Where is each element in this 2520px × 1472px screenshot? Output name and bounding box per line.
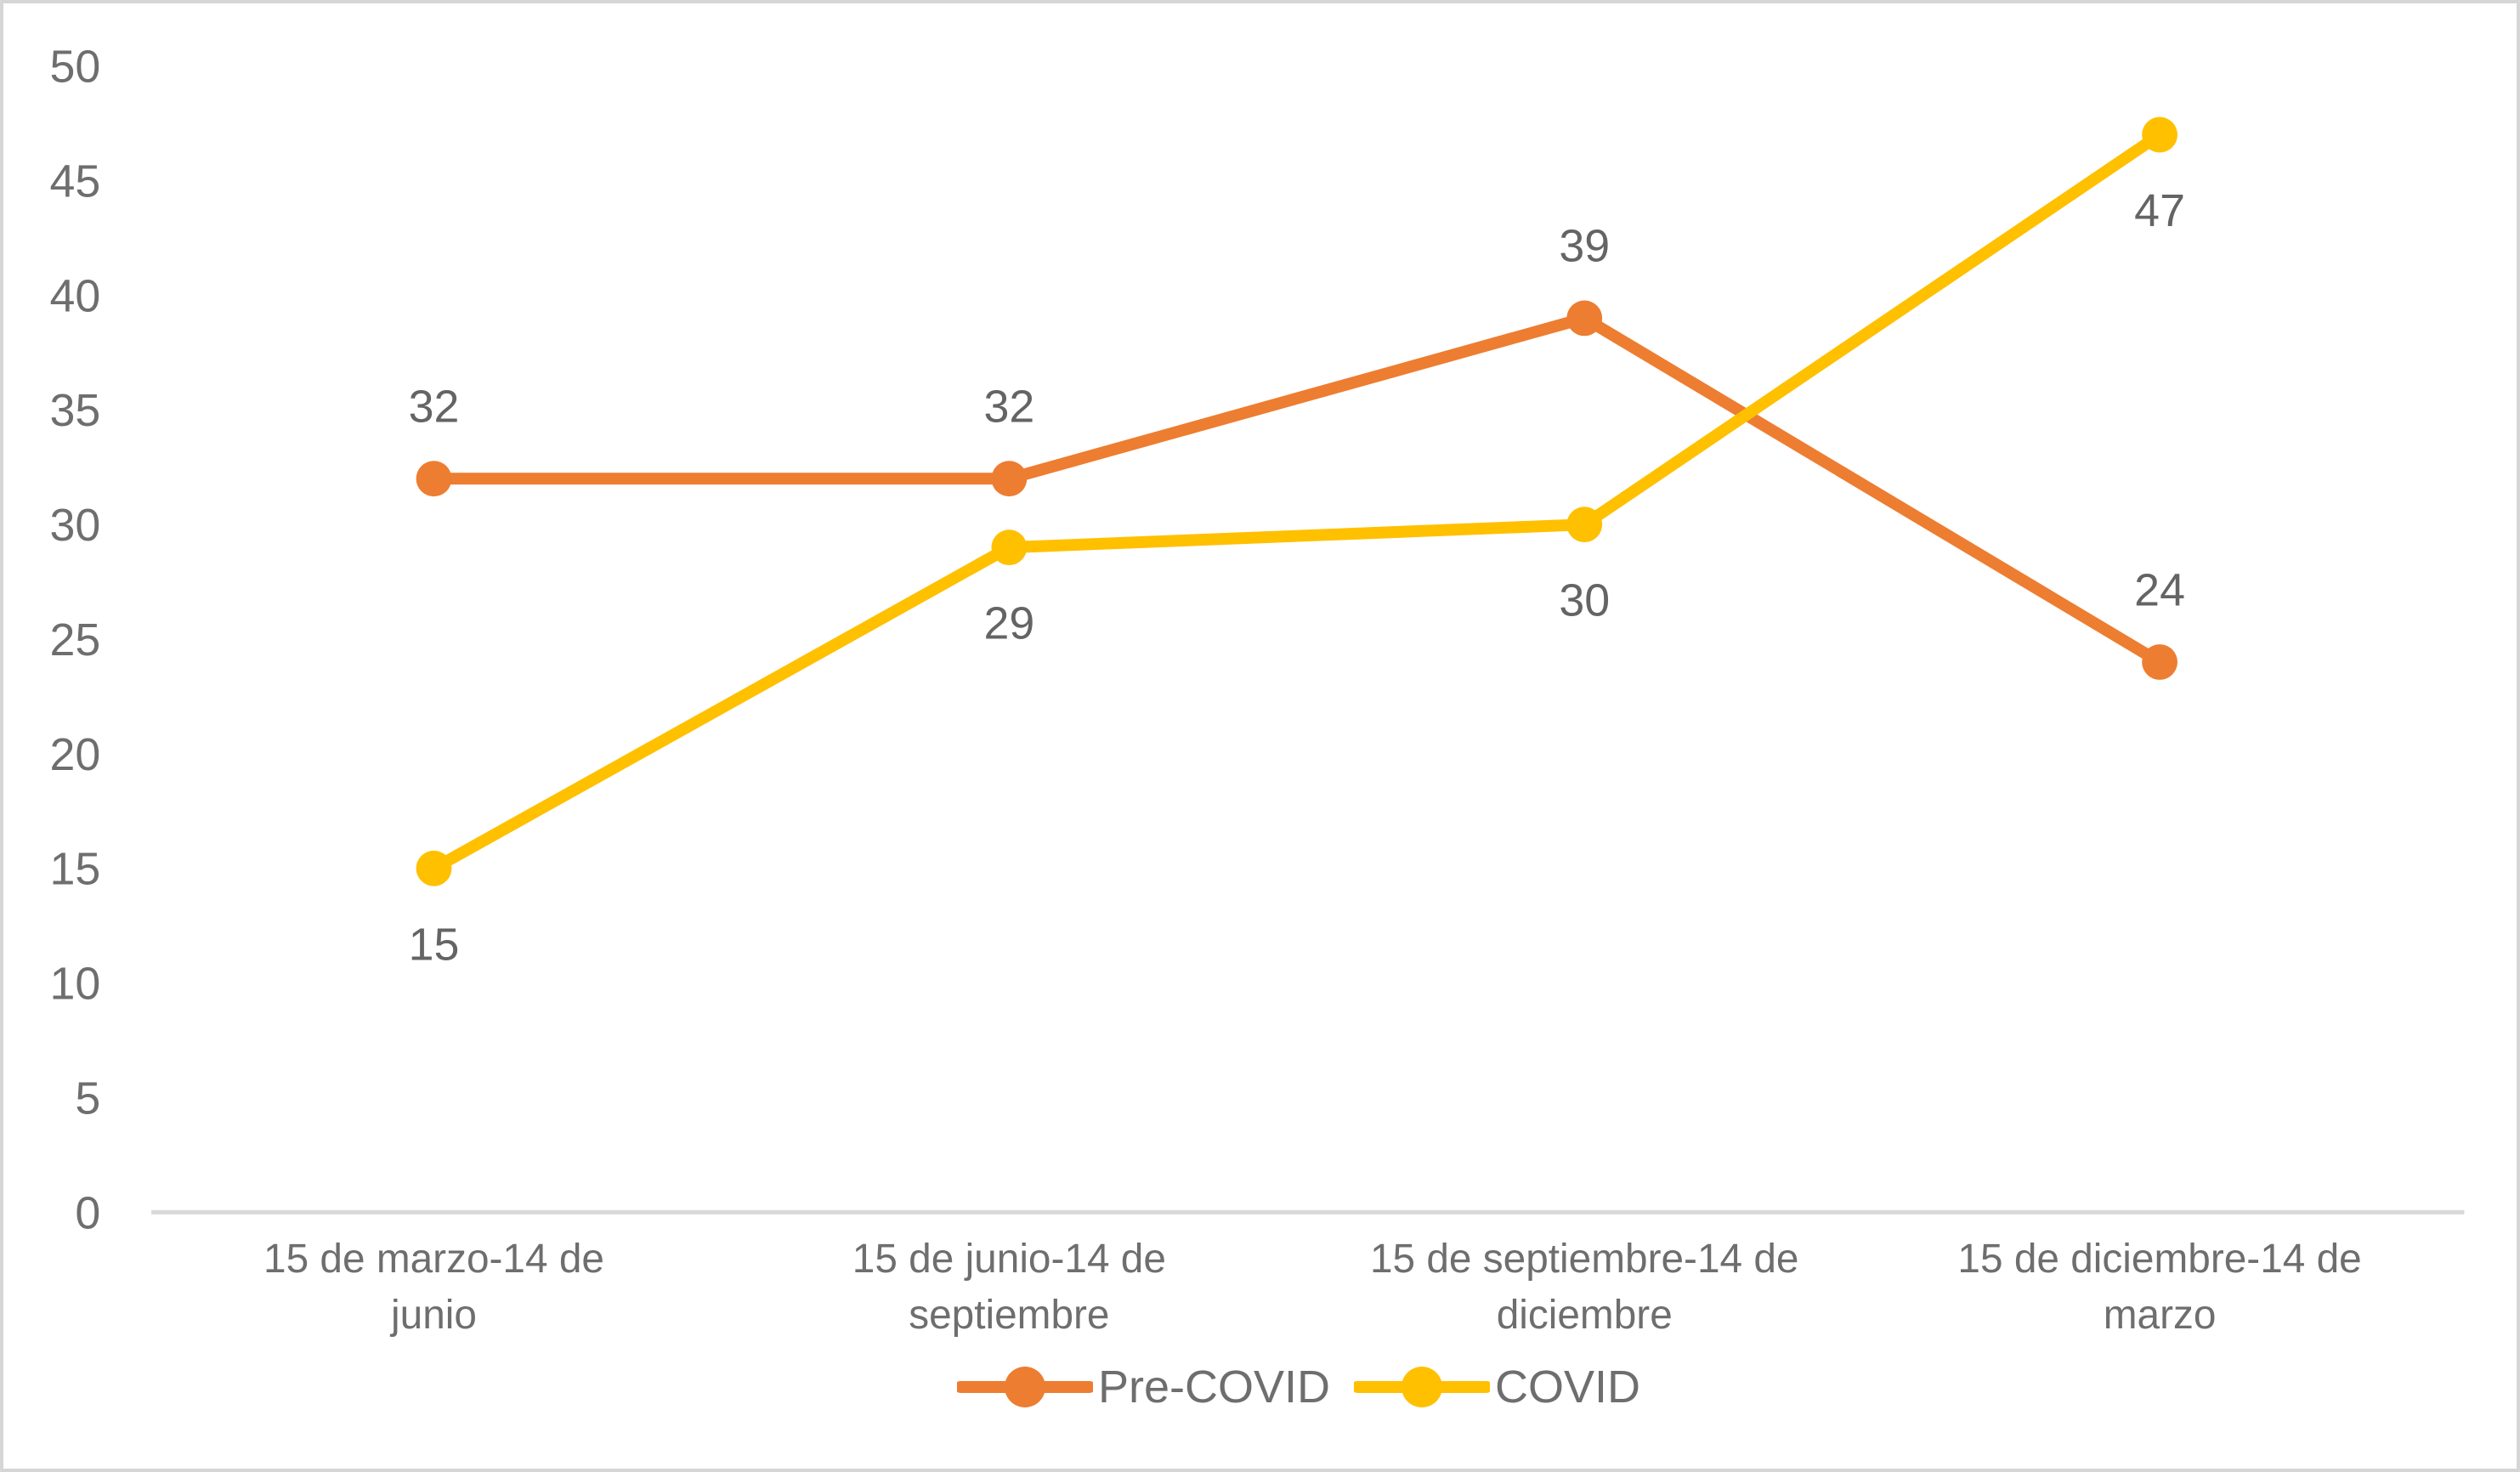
data-point-marker (991, 461, 1028, 497)
y-axis-tick-label: 20 (50, 729, 101, 780)
data-label: 39 (1559, 221, 1610, 272)
data-label: 15 (409, 919, 460, 970)
legend-item-pre-covid: Pre-COVID (956, 1360, 1330, 1414)
y-axis-tick-label: 40 (50, 270, 101, 321)
legend-item-covid: COVID (1354, 1360, 1640, 1414)
series-line-covid (428, 128, 2166, 875)
x-axis-category-label: 15 de diciembre-14 de marzo (1957, 1237, 2361, 1338)
y-axis-tick-label: 35 (50, 385, 101, 436)
data-label: 24 (2134, 564, 2185, 615)
y-axis-tick-label: 45 (50, 156, 101, 207)
data-point-marker (416, 850, 452, 886)
y-axis-tick-label: 10 (50, 959, 101, 1010)
data-label: 29 (983, 598, 1034, 649)
x-axis-category-label: 15 de junio-14 de septiembre (852, 1237, 1166, 1338)
data-point-marker (416, 461, 452, 497)
data-point-marker (2142, 644, 2177, 680)
y-axis-tick-label: 50 (50, 42, 101, 93)
data-label: 32 (409, 382, 460, 433)
x-axis-category-label: 15 de septiembre-14 de diciembre (1370, 1237, 1799, 1338)
y-axis-tick-label: 5 (75, 1073, 100, 1124)
data-point-marker (1566, 507, 1603, 543)
legend-label: Pre-COVID (1097, 1362, 1330, 1413)
legend-line-marker-icon (956, 1367, 1093, 1407)
data-point-marker (1566, 300, 1603, 337)
y-axis-tick-label: 30 (50, 500, 101, 551)
legend-label: COVID (1495, 1362, 1641, 1413)
data-point-marker (2142, 116, 2177, 153)
line-chart-svg: 0 5 10 15 20 25 30 35 40 45 50 15 de marzo-14 de jun… (50, 42, 2465, 1338)
y-axis-tick-label: 25 (50, 614, 101, 665)
series-line-pre-covid (428, 312, 2166, 668)
data-label: 32 (983, 382, 1034, 433)
data-label: 47 (2134, 185, 2185, 236)
x-axis-category-label: 15 de marzo-14 de junio (263, 1237, 604, 1338)
data-label: 30 (1559, 575, 1610, 626)
legend-line-marker-icon (1354, 1367, 1490, 1407)
y-axis-tick-label: 0 (75, 1187, 100, 1238)
chart-legend: Pre-COVID COVID (144, 1360, 2453, 1414)
y-axis-tick-label: 15 (50, 844, 101, 895)
data-point-marker (991, 529, 1028, 566)
